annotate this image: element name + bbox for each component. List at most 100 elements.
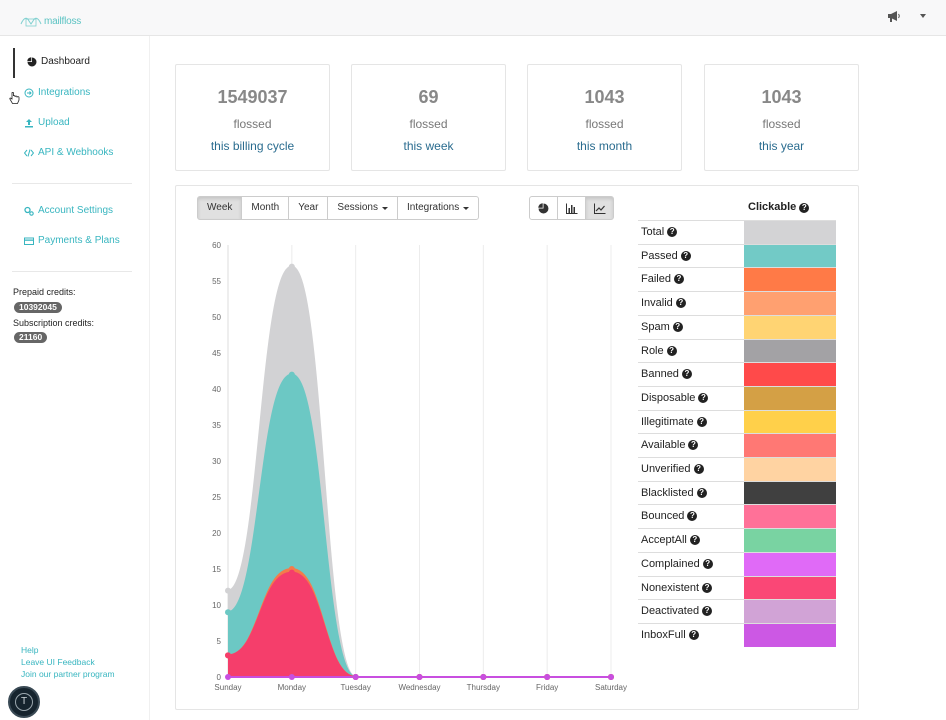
help-icon[interactable]: ? <box>680 250 691 261</box>
feedback-link[interactable]: Leave UI Feedback <box>21 657 95 667</box>
partner-program-link[interactable]: Join our partner program <box>21 669 115 679</box>
legend-swatch[interactable] <box>744 244 836 268</box>
legend-row-failed[interactable]: Failed? <box>638 267 836 292</box>
brand-logo[interactable]: mailfloss <box>20 15 81 27</box>
sidebar-item-api-webhooks[interactable]: API & Webhooks <box>24 147 113 158</box>
sidebar-item-integrations[interactable]: Integrations <box>24 87 90 98</box>
help-icon[interactable]: ? <box>696 487 707 498</box>
stat-value: 1043 <box>584 87 625 107</box>
help-icon[interactable]: ? <box>672 321 683 332</box>
help-icon[interactable]: ? <box>799 203 810 213</box>
week-button[interactable]: Week <box>197 196 243 220</box>
chart-type-button-group <box>529 196 614 220</box>
active-indicator <box>13 48 15 78</box>
help-icon[interactable]: ? <box>696 416 707 427</box>
help-icon[interactable]: ? <box>702 558 713 569</box>
megaphone-icon[interactable] <box>886 9 902 23</box>
stat-value: 69 <box>418 87 439 107</box>
legend-row-illegitimate[interactable]: Illegitimate? <box>638 409 836 434</box>
legend-label: Nonexistent? <box>641 582 713 594</box>
legend-swatch[interactable] <box>744 600 836 624</box>
legend-swatch[interactable] <box>744 292 836 316</box>
user-avatar[interactable]: T <box>8 686 40 718</box>
legend-swatch[interactable] <box>744 315 836 339</box>
sessions-dropdown[interactable]: Sessions <box>327 196 398 220</box>
legend-swatch[interactable] <box>744 576 836 600</box>
legend-swatch[interactable] <box>744 363 836 387</box>
legend-swatch[interactable] <box>744 505 836 529</box>
stat-label: flossed <box>233 117 272 131</box>
hand-cursor-icon <box>9 92 20 104</box>
legend-label: Total? <box>641 226 678 238</box>
help-icon[interactable]: ? <box>702 606 713 617</box>
legend-row-passed[interactable]: Passed? <box>638 243 836 268</box>
legend-swatch[interactable] <box>744 434 836 458</box>
legend-label: Deactivated? <box>641 605 713 617</box>
legend-swatch[interactable] <box>744 386 836 410</box>
line-view-button[interactable] <box>585 196 614 220</box>
legend-swatch[interactable] <box>744 552 836 576</box>
legend-swatch[interactable] <box>744 221 836 244</box>
legend-row-total[interactable]: Total? <box>638 220 836 244</box>
sidebar-item-upload[interactable]: Upload <box>24 117 70 128</box>
legend-row-spam[interactable]: Spam? <box>638 314 836 339</box>
help-icon[interactable]: ? <box>688 440 699 451</box>
legend-label: Available? <box>641 439 699 451</box>
legend-label-text: Unverified <box>641 463 691 475</box>
subscription-credits-badge: 21160 <box>14 332 48 343</box>
legend-row-disposable[interactable]: Disposable? <box>638 385 836 410</box>
help-icon[interactable]: ? <box>666 345 677 356</box>
legend-label-text: Failed <box>641 273 671 286</box>
legend-swatch[interactable] <box>744 529 836 553</box>
legend-row-inboxfull[interactable]: InboxFull? <box>638 622 836 647</box>
legend-row-deactivated[interactable]: Deactivated? <box>638 599 836 624</box>
legend-row-blacklisted[interactable]: Blacklisted? <box>638 480 836 505</box>
month-button[interactable]: Month <box>241 196 290 220</box>
help-icon[interactable]: ? <box>688 629 699 640</box>
help-icon[interactable]: ? <box>681 369 692 380</box>
help-icon[interactable]: ? <box>673 274 684 285</box>
legend-swatch[interactable] <box>744 410 836 434</box>
help-link[interactable]: Help <box>21 645 39 655</box>
bar-view-button[interactable] <box>557 196 586 220</box>
legend-label: Passed? <box>641 250 691 262</box>
legend-swatch[interactable] <box>744 481 836 505</box>
legend-row-role[interactable]: Role? <box>638 338 836 363</box>
legend-row-banned[interactable]: Banned? <box>638 362 836 387</box>
legend-row-unverified[interactable]: Unverified? <box>638 457 836 481</box>
integrations-dropdown[interactable]: Integrations <box>396 196 480 220</box>
legend-row-available[interactable]: Available? <box>638 433 836 458</box>
stat-card-year: 1043 flossed this year <box>704 64 859 171</box>
legend-label-text: Role <box>641 344 664 357</box>
help-icon[interactable]: ? <box>702 582 713 593</box>
pie-view-button[interactable] <box>529 196 558 220</box>
stat-value: 1043 <box>761 87 802 107</box>
year-button-label: Year <box>298 202 319 213</box>
legend-row-invalid[interactable]: Invalid? <box>638 291 836 316</box>
legend-row-bounced[interactable]: Bounced? <box>638 504 836 529</box>
legend-row-acceptall[interactable]: AcceptAll? <box>638 528 836 553</box>
sidebar-item-account-settings[interactable]: Account Settings <box>24 205 113 216</box>
legend-swatch[interactable] <box>744 268 836 292</box>
legend-swatch[interactable] <box>744 458 836 481</box>
help-icon[interactable]: ? <box>667 227 678 237</box>
legend-swatch[interactable] <box>744 339 836 363</box>
prepaid-credits-badge: 10392045 <box>14 302 62 313</box>
sidebar-item-dashboard[interactable]: Dashboard <box>27 56 90 67</box>
help-icon[interactable]: ? <box>675 298 686 309</box>
legend-swatch[interactable] <box>744 623 836 647</box>
sidebar-item-label: Dashboard <box>41 56 90 67</box>
help-icon[interactable]: ? <box>689 535 700 546</box>
chevron-down-icon[interactable] <box>920 14 926 18</box>
sidebar-item-label: Account Settings <box>38 205 114 216</box>
legend-row-complained[interactable]: Complained? <box>638 551 836 576</box>
sidebar-item-payments-plans[interactable]: Payments & Plans <box>24 235 120 246</box>
help-icon[interactable]: ? <box>698 392 709 403</box>
help-icon[interactable]: ? <box>687 511 698 522</box>
year-button[interactable]: Year <box>288 196 329 220</box>
caret-down-icon <box>463 206 470 210</box>
help-icon[interactable]: ? <box>693 464 704 474</box>
legend-label: Bounced? <box>641 510 698 522</box>
pie-chart-icon <box>27 56 37 66</box>
legend-row-nonexistent[interactable]: Nonexistent? <box>638 575 836 600</box>
